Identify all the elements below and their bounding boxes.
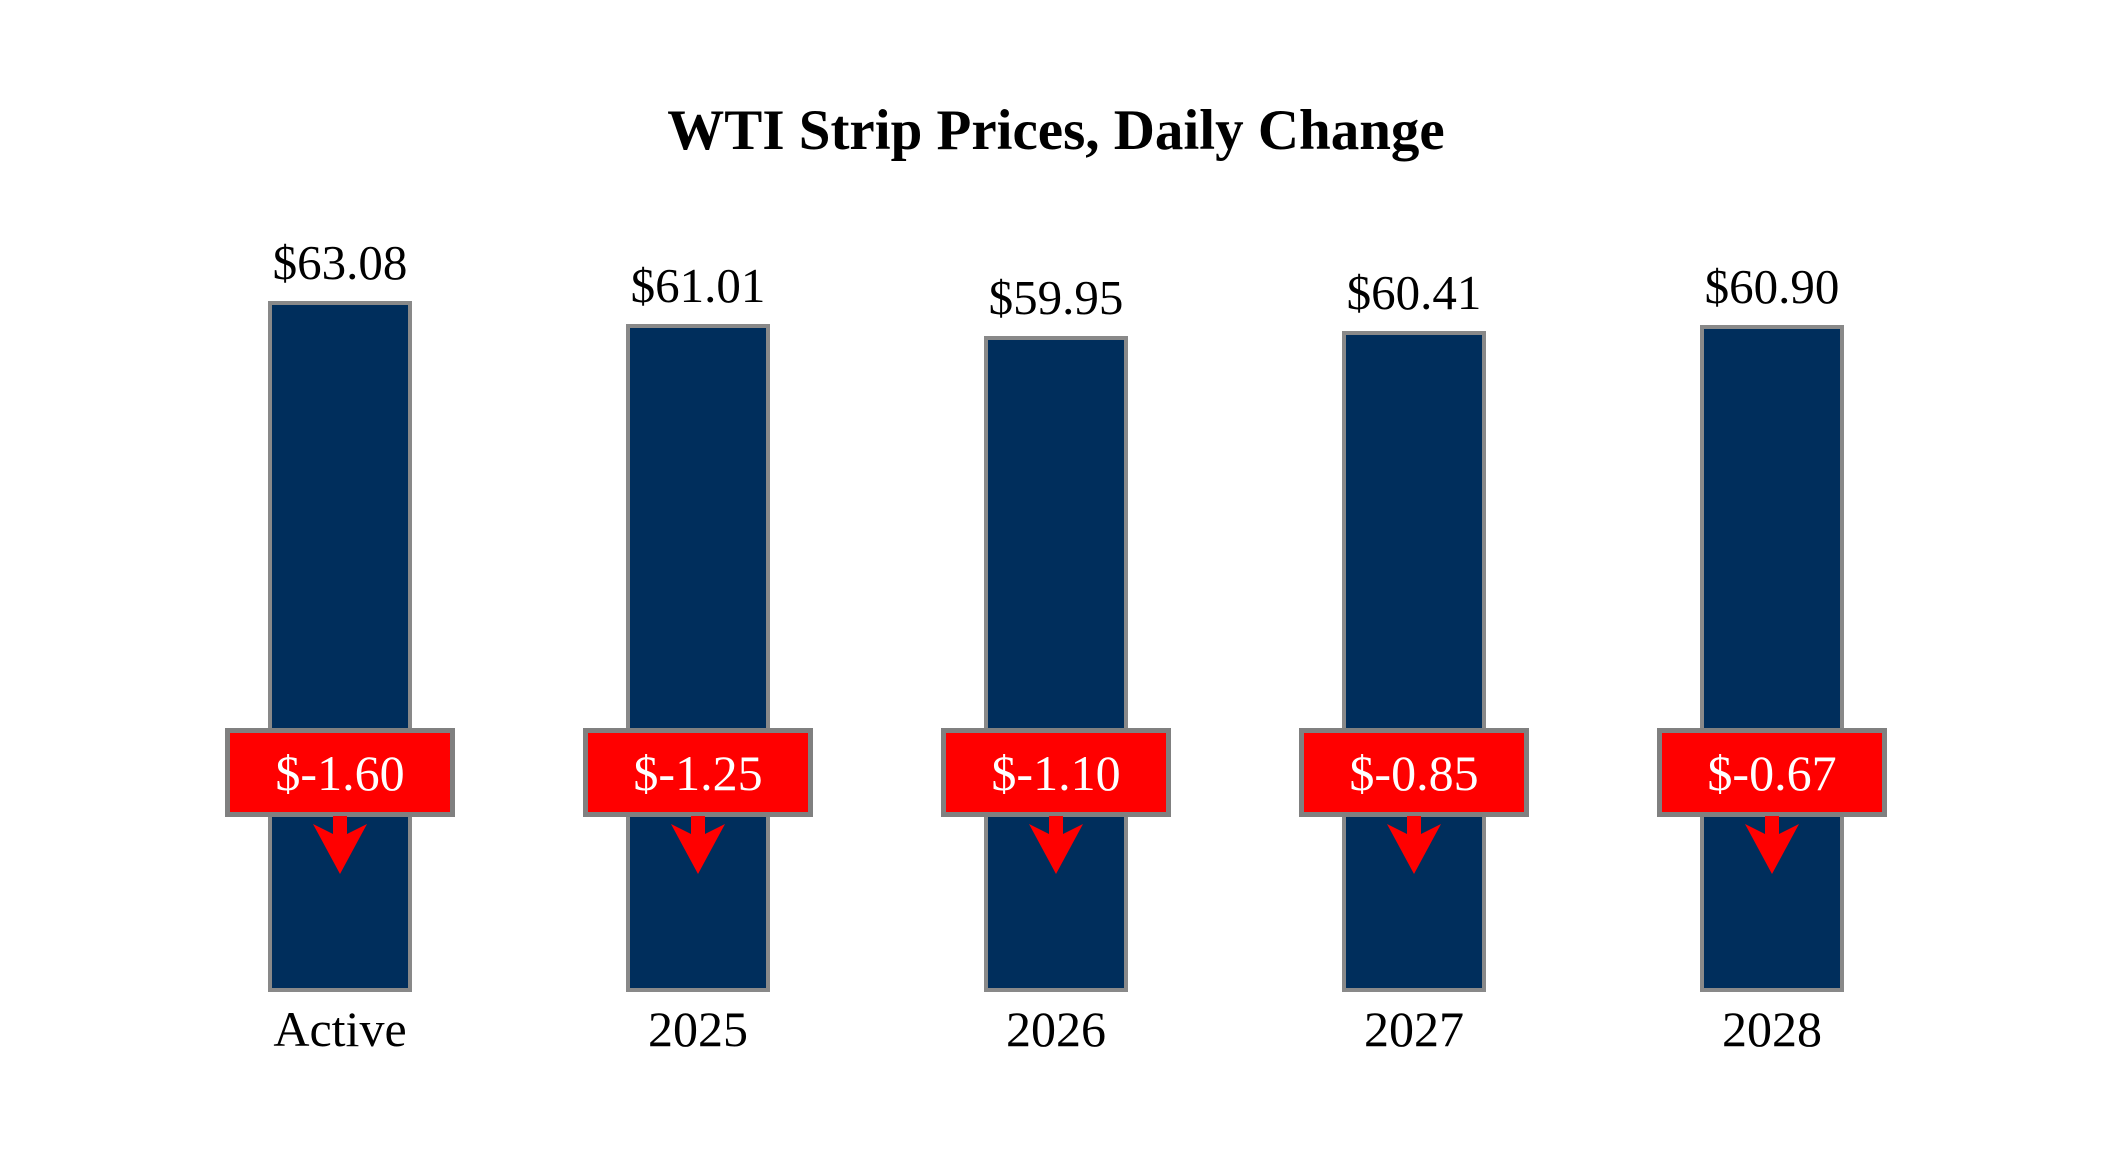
bar-group-2025: $61.01 $-1.25 2025 xyxy=(519,0,877,1152)
category-label: Active xyxy=(273,1001,407,1057)
category-label: 2027 xyxy=(1364,1001,1464,1057)
bar-value-label: $60.41 xyxy=(1346,264,1482,320)
category-label: 2028 xyxy=(1722,1001,1822,1057)
down-arrow-icon xyxy=(1387,816,1441,874)
daily-change-label: $-1.25 xyxy=(633,744,763,801)
bar-group-2026: $59.95 $-1.10 2026 xyxy=(877,0,1235,1152)
bar-group-active: $63.08 $-1.60 Active xyxy=(161,0,519,1152)
daily-change-badge: $-1.25 xyxy=(583,728,813,817)
category-label: 2026 xyxy=(1006,1001,1106,1057)
bar-active xyxy=(268,301,412,992)
down-arrow-icon xyxy=(1029,816,1083,874)
category-label: 2025 xyxy=(648,1001,748,1057)
daily-change-label: $-1.10 xyxy=(991,744,1121,801)
bar-value-label: $59.95 xyxy=(988,269,1124,325)
daily-change-badge: $-1.60 xyxy=(225,728,455,817)
bar-group-2027: $60.41 $-0.85 2027 xyxy=(1235,0,1593,1152)
daily-change-badge: $-0.85 xyxy=(1299,728,1529,817)
bar-group-2028: $60.90 $-0.67 2028 xyxy=(1593,0,1951,1152)
daily-change-badge: $-1.10 xyxy=(941,728,1171,817)
daily-change-label: $-0.85 xyxy=(1349,744,1479,801)
chart-title: WTI Strip Prices, Daily Change xyxy=(667,99,1445,162)
bar-2027 xyxy=(1342,330,1486,992)
daily-change-label: $-1.60 xyxy=(275,744,405,801)
down-arrow-icon xyxy=(313,816,367,874)
bar-value-label: $61.01 xyxy=(630,257,766,313)
bar-2025 xyxy=(626,323,770,992)
down-arrow-icon xyxy=(671,816,725,874)
bar-2026 xyxy=(984,335,1128,992)
bar-2028 xyxy=(1700,325,1844,992)
down-arrow-icon xyxy=(1745,816,1799,874)
daily-change-label: $-0.67 xyxy=(1707,744,1837,801)
daily-change-badge: $-0.67 xyxy=(1657,728,1887,817)
bar-value-label: $60.90 xyxy=(1704,259,1840,315)
bar-value-label: $63.08 xyxy=(272,235,408,291)
